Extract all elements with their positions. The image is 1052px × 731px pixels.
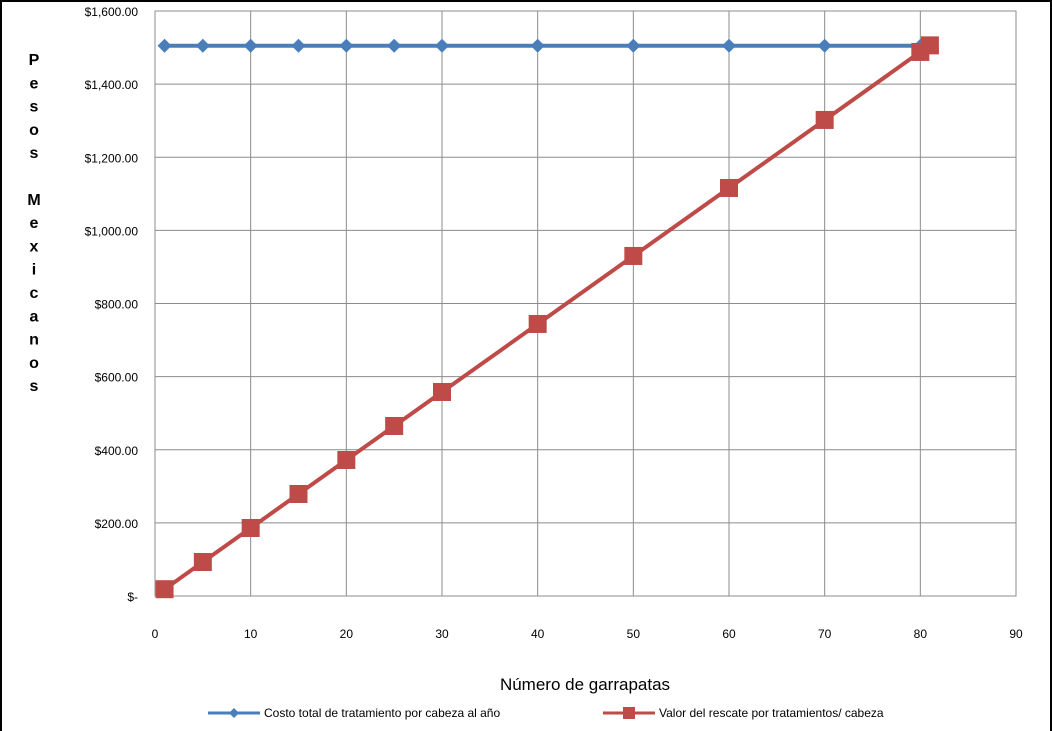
series-line-2 (165, 45, 930, 589)
legend-marker-2 (623, 707, 635, 719)
y-axis-title-char: o (29, 355, 39, 372)
legend-label-1: Costo total de tratamiento por cabeza al… (264, 706, 500, 720)
y-tick-label: $1,000.00 (85, 224, 139, 238)
series-1-point (158, 39, 172, 53)
x-tick-label: 30 (435, 627, 449, 641)
x-tick-label: 90 (1009, 627, 1023, 641)
x-tick-label: 10 (244, 627, 258, 641)
y-axis-title-char: s (30, 99, 39, 116)
series-1-point (531, 39, 545, 53)
x-tick-label: 70 (818, 627, 832, 641)
series-2-point (921, 36, 939, 54)
y-axis-title-char: o (29, 122, 39, 139)
x-tick-label: 20 (340, 627, 354, 641)
series-1-point (244, 39, 258, 53)
y-tick-labels: $- $200.00 $400.00 $600.00 $800.00 $1,000.00 $… (85, 5, 139, 604)
x-tick-label: 80 (914, 627, 928, 641)
x-tick-label: 60 (722, 627, 736, 641)
series-2-point (290, 485, 308, 503)
series-2-point (337, 451, 355, 469)
series-1-point (626, 39, 640, 53)
series-1-point (387, 39, 401, 53)
series-2-point (156, 580, 174, 598)
series-1-point (196, 39, 210, 53)
y-axis-title-char: P (29, 52, 40, 69)
x-axis-title: Número de garrapatas (500, 675, 670, 694)
y-tick-label: $1,400.00 (85, 78, 139, 92)
y-tick-label: $600.00 (95, 371, 139, 385)
x-tick-labels: 0 10 20 30 40 50 60 70 80 90 (152, 627, 1023, 641)
series-group (156, 36, 939, 598)
y-axis-title-char: n (29, 332, 39, 349)
y-axis-title-char: e (30, 215, 39, 232)
y-axis-title-char: M (27, 192, 40, 209)
x-tick-label: 0 (152, 627, 159, 641)
grid (155, 11, 1016, 596)
y-axis-title-char: a (30, 308, 39, 325)
x-tick-label: 50 (627, 627, 641, 641)
y-axis-title-char: s (30, 145, 39, 162)
series-2-point (194, 553, 212, 571)
y-axis-title-char: e (30, 75, 39, 92)
series-1-point (818, 39, 832, 53)
series-2-point (385, 417, 403, 435)
series-2-point (720, 179, 738, 197)
series-1-point (435, 39, 449, 53)
y-tick-label: $800.00 (95, 298, 139, 312)
y-tick-label: $- (127, 590, 138, 604)
series-2-point (529, 315, 547, 333)
y-axis-title-char: s (30, 378, 39, 395)
y-axis-title-char: i (32, 262, 36, 279)
y-axis-title-char: x (30, 238, 39, 255)
y-tick-label: $400.00 (95, 444, 139, 458)
legend: Costo total de tratamiento por cabeza al… (208, 706, 884, 720)
y-tick-label: $200.00 (95, 517, 139, 531)
y-axis-title-char: c (30, 285, 39, 302)
series-1-point (292, 39, 306, 53)
x-tick-label: 40 (531, 627, 545, 641)
y-tick-label: $1,600.00 (85, 5, 139, 19)
y-tick-label: $1,200.00 (85, 151, 139, 165)
series-1-point (339, 39, 353, 53)
series-2-point (816, 111, 834, 129)
series-2-point (433, 383, 451, 401)
series-2-point (624, 247, 642, 265)
series-2-point (242, 519, 260, 537)
series-1-point (722, 39, 736, 53)
legend-label-2: Valor del rescate por tratamientos/ cabe… (659, 706, 884, 720)
legend-marker-1 (229, 708, 239, 718)
